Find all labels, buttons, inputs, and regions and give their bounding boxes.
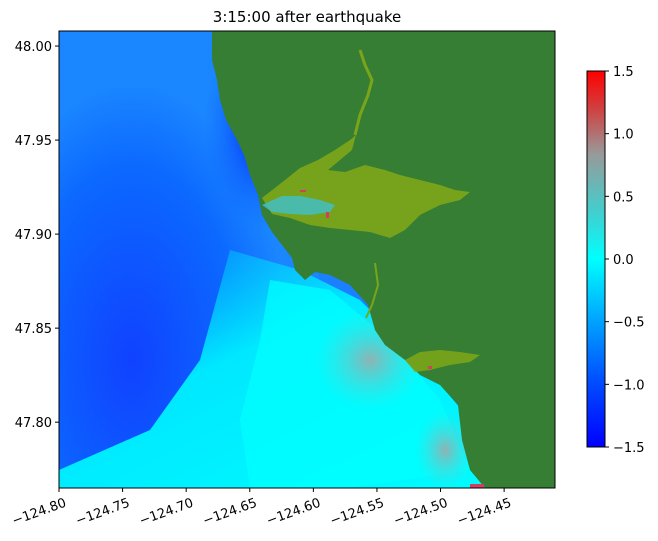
x-tick-label: −124.50: [392, 496, 450, 529]
ocean-grey-anomaly-south: [415, 410, 475, 488]
colorbar-tick-label: 0.0: [613, 253, 634, 268]
y-tick-label: 48.00: [15, 40, 52, 55]
inundation-river-mid: [365, 262, 380, 319]
colorbar-ticks: 1.5 1.0 0.5 0.0 −0.5 −1.0 −1.5: [605, 65, 645, 456]
map-frame: [58, 30, 556, 489]
y-tick-label: 47.95: [15, 134, 52, 149]
colorbar-tick-label: 1.5: [613, 65, 634, 80]
x-tick-label: −124.60: [265, 496, 323, 529]
x-tick-label: −124.70: [137, 496, 195, 529]
colorbar: 1.5 1.0 0.5 0.0 −0.5 −1.0 −1.5: [586, 65, 645, 456]
x-tick-label: −124.65: [201, 496, 259, 529]
colorbar-tick-label: 1.0: [613, 128, 634, 143]
colorbar-tick-label: −0.5: [613, 316, 645, 331]
colorbar-tick-label: −1.0: [613, 378, 645, 393]
colorbar-tick-label: 0.5: [613, 190, 634, 205]
colorbar-tick-label: −1.5: [613, 441, 645, 456]
y-tick-label: 47.90: [15, 228, 52, 243]
bay-water: [262, 196, 335, 215]
inundation-willapa: [405, 350, 480, 372]
map-area: [59, 31, 555, 488]
plot-title: 3:15:00 after earthquake: [213, 8, 401, 26]
land-mass: [212, 31, 555, 488]
colorbar-gradient: [587, 71, 605, 447]
x-tick-label: −124.55: [328, 496, 386, 529]
x-axis: −124.80 −124.75 −124.70 −124.65 −124.60 −124.…: [10, 488, 513, 529]
y-tick-label: 47.80: [15, 416, 52, 431]
x-tick-label: −124.45: [455, 496, 513, 529]
inundation-river-north: [353, 49, 374, 136]
x-tick-label: −124.80: [10, 496, 68, 529]
x-tick-label: −124.75: [74, 496, 132, 529]
y-axis: 47.80 47.85 47.90 47.95 48.00: [15, 40, 59, 431]
inundation-hotspots: [300, 190, 484, 488]
y-tick-label: 47.85: [15, 322, 52, 337]
